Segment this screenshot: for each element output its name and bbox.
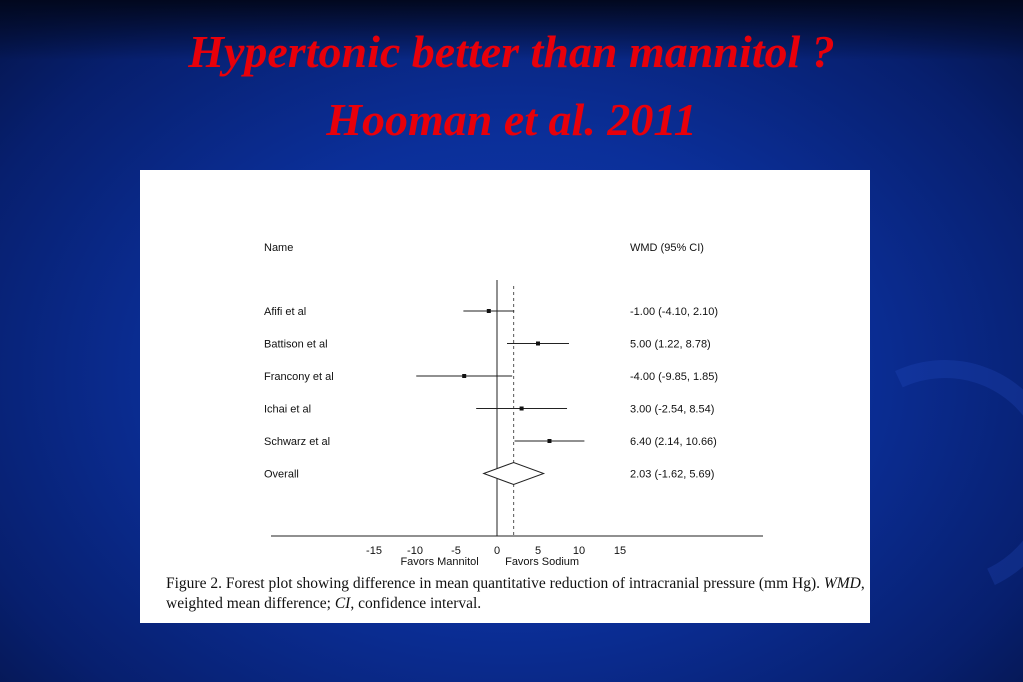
forest-plot-figure: Name WMD (95% CI) Afifi et al -1.00 (-4.10,…	[140, 170, 870, 623]
study-name: Battison et al	[264, 339, 328, 351]
caption-ci-abbr: CI	[334, 595, 351, 612]
caption-wmd-text: , weighted mean difference;	[166, 575, 865, 612]
study-estimate-label: -1.00 (-4.10, 2.10)	[630, 306, 718, 318]
study-point-estimate	[547, 439, 552, 443]
x-tick-label: 0	[494, 545, 500, 557]
study-estimate-label: 3.00 (-2.54, 8.54)	[630, 404, 714, 416]
caption-text: Figure 2. Forest plot showing difference…	[166, 575, 824, 592]
study-point-estimate	[536, 341, 540, 346]
favors-left-label: Favors Mannitol	[400, 556, 478, 568]
caption-ci-text: , confidence interval.	[350, 595, 482, 612]
x-tick-label: -5	[451, 545, 461, 557]
overall-estimate-label: 2.03 (-1.62, 5.69)	[630, 469, 714, 481]
study-name: Francony et al	[264, 371, 334, 383]
study-point-estimate	[462, 374, 467, 378]
study-estimate-label: 5.00 (1.22, 8.78)	[630, 339, 711, 351]
slide-title: Hypertonic better than mannitol ?	[188, 26, 835, 77]
overall-name: Overall	[264, 469, 299, 481]
study-name: Schwarz et al	[264, 436, 330, 448]
x-tick-label: 15	[614, 545, 626, 557]
x-tick-label: 5	[535, 545, 541, 557]
background-top-fade	[0, 0, 1023, 60]
study-name: Afifi et al	[264, 306, 306, 318]
overall-diamond	[482, 461, 546, 486]
header-name: Name	[264, 242, 293, 254]
forest-plot: Name WMD (95% CI) Afifi et al -1.00 (-4.10,…	[264, 242, 763, 568]
study-estimate-label: -4.00 (-9.85, 1.85)	[630, 371, 718, 383]
study-estimate-label: 6.40 (2.14, 10.66)	[630, 436, 717, 448]
caption-wmd-abbr: WMD	[823, 575, 861, 592]
slide-subtitle: Hooman et al. 2011	[326, 94, 697, 145]
favors-right-label: Favors Sodium	[505, 556, 579, 568]
x-tick-label: 10	[573, 545, 585, 557]
study-point-estimate	[486, 309, 491, 313]
header-estimate: WMD (95% CI)	[630, 242, 704, 254]
figure-caption: Figure 2. Forest plot showing difference…	[166, 574, 866, 614]
x-tick-label: -15	[366, 545, 382, 557]
study-point-estimate	[519, 406, 524, 411]
x-tick-label: -10	[407, 545, 423, 557]
study-name: Ichai et al	[264, 404, 311, 416]
